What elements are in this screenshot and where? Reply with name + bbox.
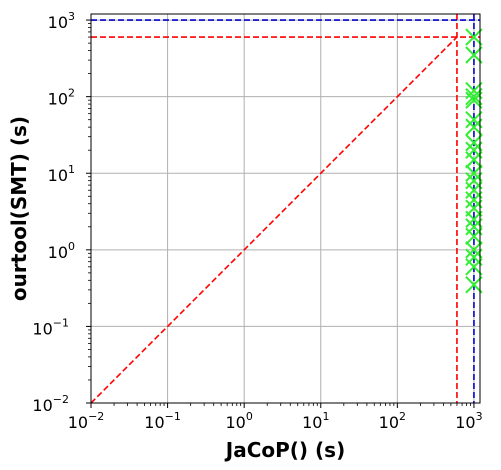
data-point-0-3 — [465, 87, 483, 106]
y-tick-label-5: 103 — [48, 10, 75, 32]
x-tick-label-3: 101 — [302, 410, 329, 432]
data-point-0-17 — [465, 227, 483, 246]
x-tick-label-4: 102 — [379, 410, 406, 432]
data-point-0-18 — [465, 241, 483, 259]
data-point-0-0 — [465, 28, 483, 46]
reference-lines — [90, 14, 480, 404]
y-tick-label-3: 101 — [48, 163, 75, 185]
data-point-0-10 — [465, 164, 483, 182]
y-tick-label-2: 100 — [48, 240, 75, 262]
data-point-0-21 — [465, 276, 483, 294]
y-tick-label-0: 10−2 — [32, 393, 69, 415]
x-axis-title: JaCoP() (s) — [224, 438, 345, 462]
data-point-0-1 — [465, 46, 483, 64]
y-tick-label-1: 10−1 — [32, 316, 69, 338]
data-points — [465, 28, 483, 294]
data-point-0-9 — [465, 151, 483, 169]
y-axis-ticks: 10−2 10−1 100 101 102 103 — [32, 10, 91, 415]
data-point-0-20 — [465, 258, 483, 276]
x-tick-label-5: 103 — [455, 410, 482, 432]
data-point-0-7 — [465, 134, 483, 152]
data-point-0-13 — [465, 191, 483, 209]
plot-frame — [90, 13, 481, 404]
reference-line-diagonal-0 — [90, 36, 458, 404]
y-tick-label-4: 102 — [48, 87, 75, 109]
data-point-0-5 — [465, 110, 483, 129]
data-point-0-4 — [465, 91, 483, 109]
y-axis-title: ourtool(SMT) (s) — [7, 116, 31, 301]
data-point-0-15 — [465, 210, 483, 229]
x-tick-label-2: 100 — [225, 410, 252, 432]
x-tick-label-0: 10−2 — [68, 410, 105, 432]
x-axis-ticks: 10−2 10−1 100 101 102 103 — [68, 403, 483, 432]
x-tick-label-1: 10−1 — [144, 410, 181, 432]
data-point-0-6 — [465, 118, 483, 136]
